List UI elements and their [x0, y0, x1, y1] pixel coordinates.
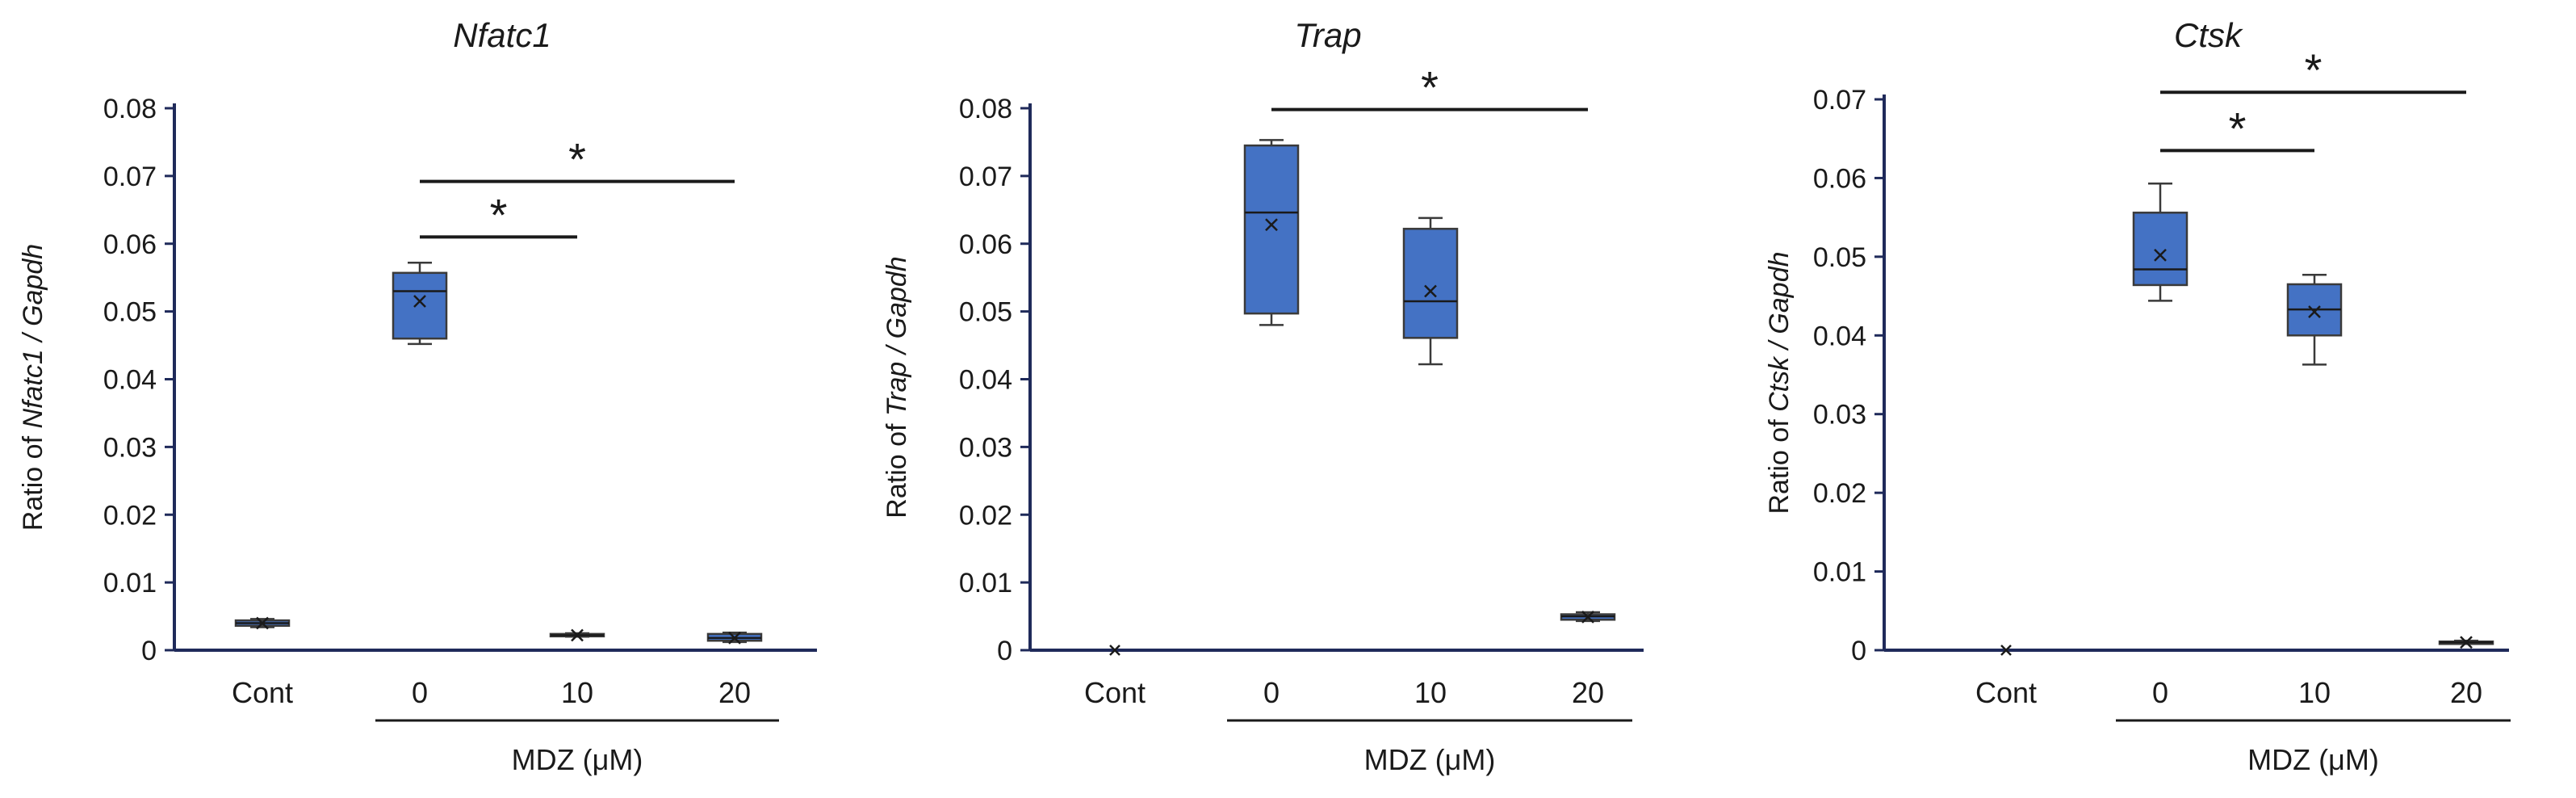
mean-marker: [1109, 645, 1120, 656]
group-label: MDZ (μM): [2247, 743, 2379, 776]
box-20: [706, 631, 763, 645]
y-axis-label-prefix: Ratio of: [18, 429, 48, 531]
y-tick-label: 0.04: [103, 365, 157, 396]
y-axis-label: Ratio of Ctsk / Gapdh: [1764, 251, 1795, 514]
y-tick-label: 0.03: [959, 432, 1012, 463]
y-tick-label: 0.08: [959, 94, 1012, 124]
y-tick-label: 0.02: [959, 500, 1012, 531]
significance-star: *: [490, 189, 508, 240]
chart-title: Ctsk: [2174, 16, 2243, 54]
significance-bar: *: [2160, 44, 2466, 95]
x-category-label: Cont: [1975, 676, 2037, 709]
box-0: [2132, 182, 2189, 302]
y-axis-label-ratio: Ctsk / Gapdh: [1764, 251, 1795, 411]
box-0: [1243, 139, 1300, 326]
y-tick-label: 0.03: [1813, 400, 1866, 430]
y-tick-label: 0.07: [1813, 85, 1866, 116]
chart-panel-ctsk: Ctsk 0 0.01 0.02 0.03 0.04 0.05 0.06 0.07 Ratio o…: [1764, 16, 2511, 776]
chart-panel-nfatc1: Nfatc1 0 0.01 0.02 0.03 0.04 0.05 0.06 0.07 0.08 R…: [18, 16, 817, 776]
y-tick-label: 0.08: [103, 94, 157, 124]
significance-star: *: [2229, 103, 2247, 153]
chart-panel-trap: Trap 0 0.01 0.02 0.03 0.04 0.05 0.06 0.07 0.08 Rat…: [882, 16, 1644, 776]
mean-marker: [1424, 284, 1437, 298]
y-tick-label: 0.01: [1813, 557, 1866, 588]
y-tick-label: 0.07: [103, 162, 157, 192]
mean-marker: [2154, 249, 2167, 262]
x-category-label: 10: [2298, 676, 2331, 709]
y-tick-label: 0.07: [959, 162, 1012, 192]
box-cont: [2000, 645, 2012, 656]
iqr-box: [2132, 212, 2189, 287]
significance-bar: *: [420, 189, 577, 240]
group-label: MDZ (μM): [1364, 743, 1496, 776]
mean-marker: [2000, 645, 2012, 656]
y-axis-label-ratio: Nfatc1 / Gapdh: [18, 244, 48, 429]
mean-marker: [1581, 611, 1594, 624]
mean-marker: [2460, 636, 2473, 649]
y-axis-label-prefix: Ratio of: [1764, 412, 1795, 514]
significance-star: *: [1421, 62, 1439, 113]
x-category-label: Cont: [1084, 676, 1146, 709]
mean-marker: [571, 628, 584, 642]
y-tick-label: 0.04: [959, 365, 1012, 396]
y-tick-label: 0.06: [1813, 163, 1866, 194]
y-tick-label: 0.01: [103, 568, 157, 598]
iqr-box: [1243, 144, 1300, 315]
x-category-label: 20: [2450, 676, 2482, 709]
y-axis-label-prefix: Ratio of: [882, 416, 912, 519]
y-tick-label: 0.02: [1813, 478, 1866, 509]
significance-bar: *: [420, 134, 735, 185]
y-tick-label: 0.01: [959, 568, 1012, 598]
mean-marker: [2308, 305, 2321, 318]
box-10: [549, 628, 605, 642]
box-10: [2286, 274, 2343, 366]
y-tick-label: 0.05: [103, 297, 157, 328]
box-20: [2438, 636, 2494, 649]
iqr-box: [392, 271, 448, 340]
x-category-label: Cont: [232, 676, 293, 709]
y-tick-label: 0: [141, 636, 157, 666]
significance-bar: *: [1271, 62, 1588, 113]
significance-star: *: [2305, 44, 2323, 95]
x-category-label: 0: [1263, 676, 1280, 709]
box-20: [1560, 611, 1616, 624]
x-category-label: 0: [2152, 676, 2168, 709]
group-label: MDZ (μM): [512, 743, 643, 776]
y-tick-label: 0.06: [103, 229, 157, 260]
x-category-label: 20: [718, 676, 751, 709]
x-category-label: 10: [1414, 676, 1447, 709]
y-axis-label: Ratio of Nfatc1 / Gapdh: [18, 244, 48, 531]
mean-marker: [256, 616, 269, 630]
significance-bar: *: [2160, 103, 2314, 153]
significance-star: *: [568, 134, 586, 185]
x-category-label: 20: [1572, 676, 1604, 709]
chart-title: Trap: [1294, 16, 1361, 54]
y-tick-label: 0.06: [959, 229, 1012, 260]
box-10: [1402, 216, 1459, 366]
y-tick-label: 0.04: [1813, 321, 1866, 351]
mean-marker: [1265, 218, 1278, 232]
y-tick-label: 0.03: [103, 432, 157, 463]
y-tick-label: 0.05: [959, 297, 1012, 328]
mean-marker: [728, 632, 741, 645]
x-category-label: 10: [561, 676, 593, 709]
y-axis-label: Ratio of Trap / Gapdh: [882, 256, 912, 518]
box-cont: [1109, 645, 1120, 656]
y-tick-label: 0: [1851, 636, 1866, 666]
x-category-label: 0: [412, 676, 428, 709]
y-tick-label: 0.02: [103, 500, 157, 531]
iqr-box: [1402, 228, 1459, 339]
mean-marker: [413, 295, 426, 308]
y-tick-label: 0: [997, 636, 1012, 666]
box-0: [392, 261, 448, 346]
chart-title: Nfatc1: [453, 16, 551, 54]
y-tick-label: 0.05: [1813, 242, 1866, 273]
box-cont: [234, 616, 291, 630]
y-axis-label-ratio: Trap / Gapdh: [882, 256, 912, 416]
